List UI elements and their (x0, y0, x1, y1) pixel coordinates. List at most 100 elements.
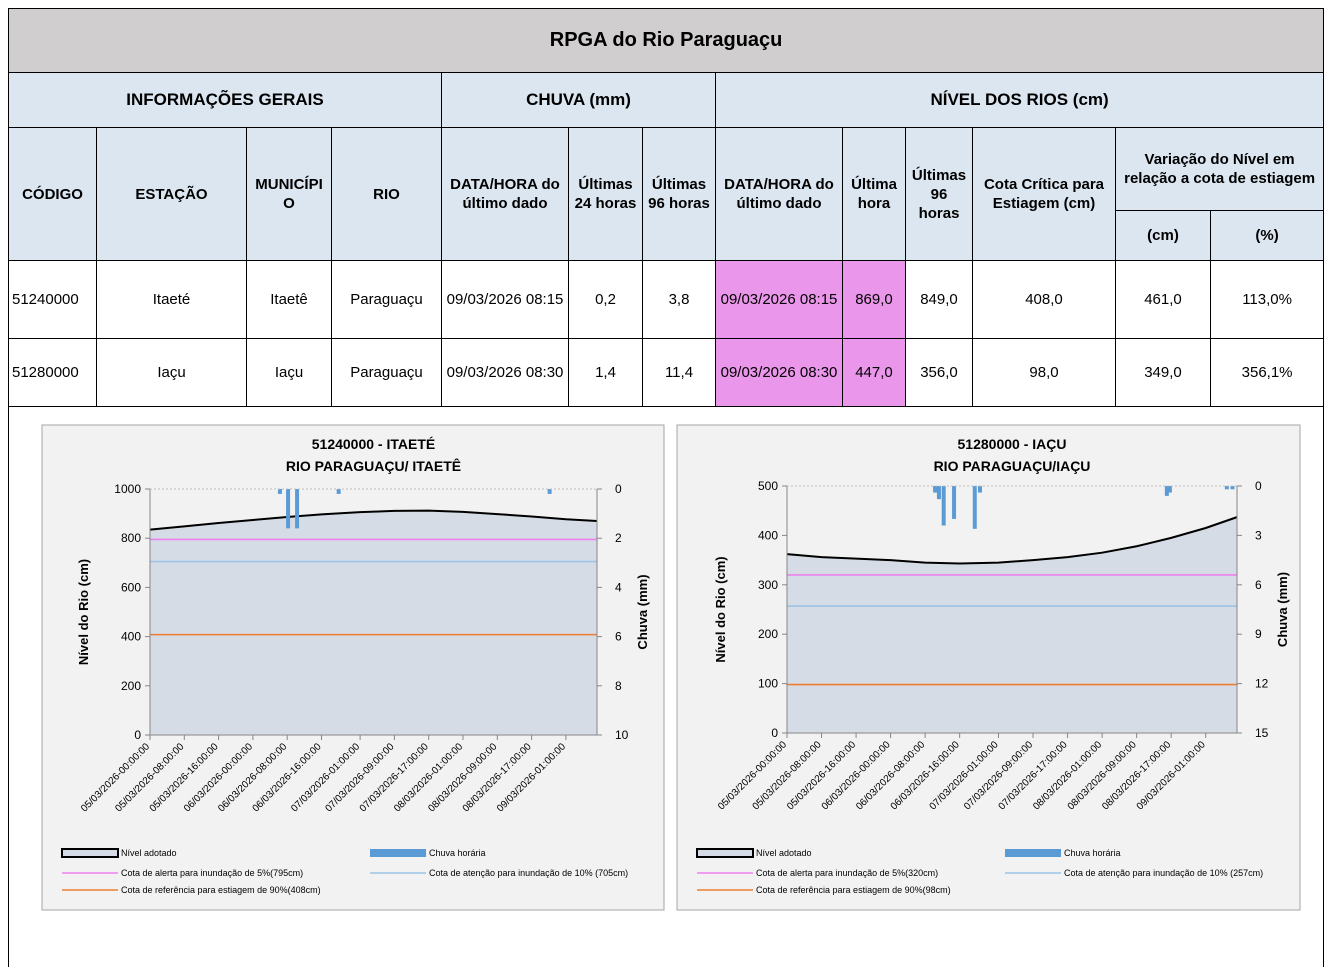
table-cell: 09/03/2026 08:15 (441, 260, 569, 339)
table-cell: 849,0 (905, 260, 973, 339)
legend-label: Cota de alerta para inundação de 5%(795c… (121, 868, 303, 878)
table-cell: 461,0 (1115, 260, 1211, 339)
y2-tick-label: 8 (615, 679, 622, 693)
y2-tick-label: 6 (1255, 578, 1262, 592)
table-cell: 51280000 (8, 338, 97, 407)
rain-bar (933, 486, 938, 493)
legend-label: Chuva horária (1064, 848, 1121, 858)
table-cell: 09/03/2026 08:30 (441, 338, 569, 407)
table-cell: 356,1% (1209, 338, 1325, 407)
rain-bar (295, 489, 300, 529)
table-cell: Iaçu (246, 338, 332, 407)
table-cell: 09/03/2026 08:15 (715, 260, 843, 339)
rain-bar (547, 489, 552, 494)
legend-label: Cota de alerta para inundação de 5%(320c… (756, 868, 938, 878)
table-cell: Iaçu (96, 338, 247, 407)
legend-label: Nível adotado (121, 848, 177, 858)
y2-tick-label: 0 (1255, 479, 1262, 493)
y-axis-label: Nível do Rio (cm) (76, 559, 91, 665)
table-cell: 869,0 (842, 260, 906, 339)
chart-title: 51240000 - ITAETÉ (312, 436, 435, 452)
rain-bar (941, 486, 946, 526)
y-tick-label: 200 (121, 679, 141, 693)
column-header: CÓDIGO (8, 127, 97, 261)
table-row: 51280000 Iaçu Iaçu Paraguaçu 09/03/2026 08:3… (8, 338, 1325, 407)
table-cell: 0,2 (568, 260, 643, 339)
y2-tick-label: 12 (1255, 677, 1269, 691)
column-header: DATA/HORA do último dado (715, 127, 843, 261)
y2-tick-label: 15 (1255, 726, 1269, 740)
y-tick-label: 600 (121, 580, 141, 594)
table-cell: 11,4 (642, 338, 716, 407)
legend-swatch (1005, 849, 1061, 857)
y2-tick-label: 4 (615, 580, 622, 594)
y-tick-label: 400 (121, 630, 141, 644)
rain-bar (1164, 486, 1169, 496)
table-cell: 1,4 (568, 338, 643, 407)
rain-bar (336, 489, 341, 494)
y-tick-label: 0 (134, 728, 141, 742)
table-cell: 408,0 (972, 260, 1116, 339)
y-tick-label: 200 (758, 627, 778, 641)
chart-title: 51280000 - IAÇU (958, 436, 1067, 452)
chart-subtitle: RIO PARAGUAÇU/ ITAETÊ (286, 457, 461, 474)
area-fill (787, 517, 1237, 733)
rain-bar (1224, 486, 1229, 490)
table-title: RPGA do Rio Paraguaçu (7, 8, 1325, 73)
y2-tick-label: 6 (615, 630, 622, 644)
rain-bar (286, 489, 291, 529)
column-header: ESTAÇÃO (96, 127, 247, 261)
rain-bar (972, 486, 977, 529)
y-tick-label: 400 (758, 528, 778, 542)
column-header: Últimas 96 horas (642, 127, 716, 261)
legend-label: Cota de referência para estiagem de 90%(… (121, 885, 321, 895)
legend-swatch (61, 848, 119, 858)
y-tick-label: 100 (758, 677, 778, 691)
legend-label: Nível adotado (756, 848, 812, 858)
y2-tick-label: 0 (615, 482, 622, 496)
column-header: Últimas 24 horas (568, 127, 643, 261)
column-header: Variação do Nível em relação a cota de e… (1114, 127, 1325, 211)
legend-label: Cota de atenção para inundação de 10% (2… (1064, 868, 1263, 878)
rain-bar (1230, 486, 1235, 490)
legend-label: Cota de atenção para inundação de 10% (7… (429, 868, 628, 878)
group-header: NÍVEL DOS RIOS (cm) (714, 72, 1325, 128)
column-header: Últimas 96 horas (905, 127, 973, 261)
table-cell: 09/03/2026 08:30 (715, 338, 843, 407)
y-tick-label: 1000 (114, 482, 141, 496)
chart-subtitle: RIO PARAGUAÇU/IAÇU (934, 458, 1091, 474)
legend-swatch (696, 848, 754, 858)
rain-bar (936, 486, 941, 500)
table-cell: 349,0 (1115, 338, 1211, 407)
y-tick-label: 800 (121, 531, 141, 545)
table-row: 51240000 Itaeté Itaetê Paraguaçu 09/03/2026 … (8, 260, 1325, 339)
y-axis-label: Nível do Rio (cm) (713, 556, 728, 662)
column-header: Última hora (842, 127, 906, 261)
y2-axis-label: Chuva (mm) (635, 574, 650, 649)
column-header: Cota Crítica para Estiagem (cm) (972, 127, 1116, 261)
table-cell: 98,0 (972, 338, 1116, 407)
legend-swatch (370, 849, 426, 857)
y-tick-label: 0 (771, 726, 778, 740)
y2-axis-label: Chuva (mm) (1275, 572, 1290, 647)
area-fill (150, 510, 597, 735)
y2-tick-label: 9 (1255, 627, 1262, 641)
level-line (786, 516, 1238, 565)
rain-bar (277, 489, 282, 494)
rain-bar (1167, 486, 1172, 493)
y2-tick-label: 10 (615, 728, 629, 742)
y2-tick-label: 2 (615, 531, 622, 545)
y2-tick-label: 3 (1255, 528, 1262, 542)
level-line (149, 509, 598, 531)
legend-label: Chuva horária (429, 848, 486, 858)
table-cell: 447,0 (842, 338, 906, 407)
legend-label: Cota de referência para estiagem de 90%(… (756, 885, 951, 895)
y-tick-label: 300 (758, 578, 778, 592)
y-tick-label: 500 (758, 479, 778, 493)
rain-bar (952, 486, 957, 519)
column-header: MUNICÍPIO (246, 127, 332, 261)
rain-bar (977, 486, 982, 493)
column-header: RIO (331, 127, 442, 261)
